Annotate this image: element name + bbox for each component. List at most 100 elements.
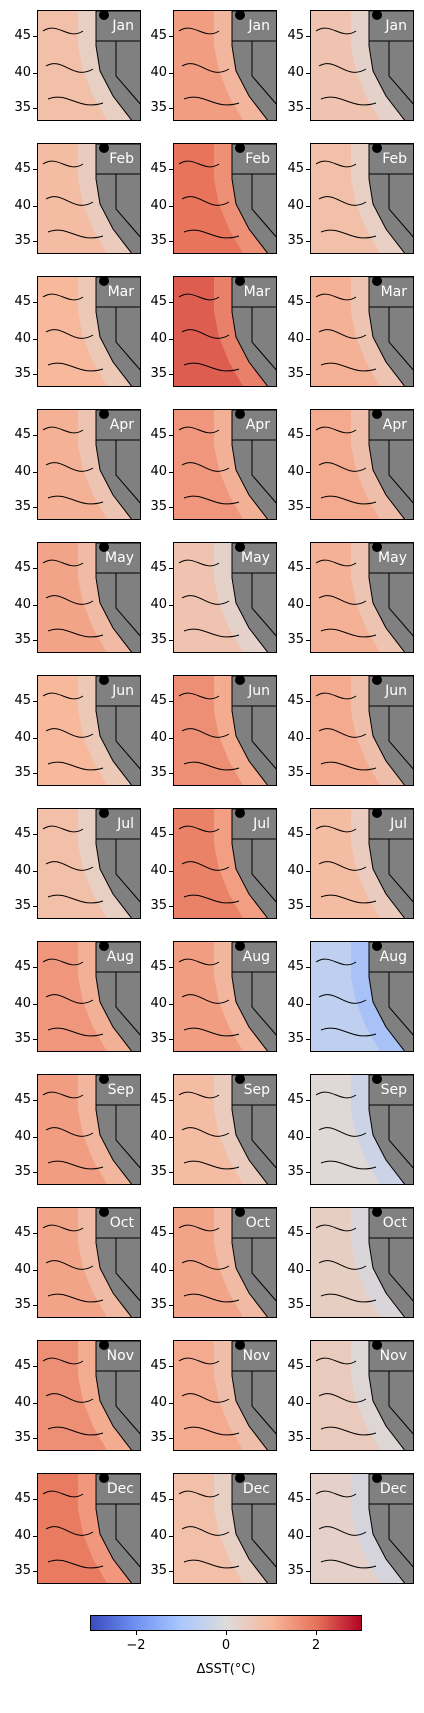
- land-mass: [231, 1075, 276, 1184]
- sst-anomaly-map: Apr: [37, 409, 141, 520]
- month-label: Oct: [382, 1215, 407, 1231]
- latitude-tick-mark: [169, 435, 173, 436]
- latitude-tick-mark: [306, 1366, 310, 1367]
- latitude-tick-label: 35: [287, 632, 304, 647]
- latitude-tick-label: 45: [14, 826, 31, 841]
- state-border: [115, 1371, 140, 1435]
- coastal-band: [78, 676, 132, 785]
- island-marker: [235, 1075, 245, 1084]
- state-border: [251, 1371, 276, 1435]
- contour-line: [178, 27, 220, 35]
- latitude-tick-label: 35: [150, 233, 167, 248]
- latitude-tick-mark: [169, 302, 173, 303]
- latitude-tick-label: 35: [287, 765, 304, 780]
- contour-line: [45, 728, 94, 738]
- land-mass: [368, 1208, 413, 1317]
- latitude-tick-label: 45: [14, 560, 31, 575]
- island-marker: [372, 1208, 382, 1217]
- latitude-tick-mark: [169, 1571, 173, 1572]
- latitude-tick-label: 35: [150, 100, 167, 115]
- latitude-tick-label: 40: [287, 198, 304, 213]
- latitude-tick-mark: [33, 1172, 37, 1173]
- contour-line: [42, 559, 84, 567]
- latitude-tick-label: 35: [287, 1031, 304, 1046]
- contour-line: [315, 293, 357, 301]
- coastal-band: [214, 1341, 268, 1450]
- latitude-tick-mark: [306, 738, 310, 739]
- state-border: [115, 440, 140, 504]
- month-label: Sep: [380, 1082, 407, 1098]
- map-field: [38, 1474, 140, 1583]
- contour-line: [318, 462, 367, 472]
- contour-line: [318, 728, 367, 738]
- latitude-tick-label: 35: [287, 1297, 304, 1312]
- land-mass: [368, 1474, 413, 1583]
- latitude-tick-mark: [306, 1172, 310, 1173]
- state-border: [388, 440, 413, 504]
- latitude-tick-label: 45: [287, 28, 304, 43]
- contour-line: [47, 1027, 104, 1037]
- contour-line: [183, 1426, 240, 1436]
- sst-anomaly-map: Oct: [37, 1207, 141, 1318]
- latitude-tick-mark: [33, 1366, 37, 1367]
- latitude-tick-mark: [169, 773, 173, 774]
- contour-line: [181, 1393, 230, 1403]
- land-mass: [231, 543, 276, 652]
- latitude-tick-mark: [306, 1305, 310, 1306]
- latitude-tick-mark: [306, 701, 310, 702]
- latitude-tick-label: 45: [150, 1225, 167, 1240]
- state-border: [251, 1105, 276, 1169]
- contour-line: [45, 63, 94, 73]
- land-mass: [231, 144, 276, 253]
- latitude-tick-label: 40: [150, 464, 167, 479]
- latitude-tick-label: 45: [14, 1092, 31, 1107]
- latitude-tick-label: 35: [14, 233, 31, 248]
- latitude-tick-mark: [306, 871, 310, 872]
- latitude-tick-mark: [306, 1137, 310, 1138]
- latitude-tick-mark: [306, 967, 310, 968]
- latitude-tick-mark: [306, 169, 310, 170]
- latitude-tick-label: 35: [14, 1563, 31, 1578]
- colorbar-tick-label: 2: [311, 1638, 321, 1653]
- latitude-tick-mark: [306, 834, 310, 835]
- coastal-band: [351, 277, 405, 386]
- latitude-tick-label: 40: [287, 863, 304, 878]
- latitude-tick-mark: [169, 241, 173, 242]
- contour-line: [320, 1426, 377, 1436]
- contour-line: [181, 63, 230, 73]
- state-border: [115, 41, 140, 105]
- latitude-tick-label: 45: [287, 161, 304, 176]
- contour-line: [45, 462, 94, 472]
- coastal-band: [214, 144, 268, 253]
- latitude-tick-mark: [169, 472, 173, 473]
- island-marker: [99, 1075, 109, 1084]
- coastal-band: [214, 410, 268, 519]
- latitude-tick-mark: [33, 1270, 37, 1271]
- map-field: [174, 1474, 276, 1583]
- latitude-tick-label: 40: [150, 65, 167, 80]
- latitude-tick-mark: [169, 738, 173, 739]
- latitude-tick-label: 45: [150, 959, 167, 974]
- latitude-tick-label: 45: [14, 1225, 31, 1240]
- state-border: [388, 839, 413, 903]
- latitude-tick-label: 45: [287, 294, 304, 309]
- sst-anomaly-map: Feb: [173, 143, 277, 254]
- island-marker: [99, 942, 109, 951]
- contour-line: [315, 1490, 357, 1498]
- coastal-band: [78, 410, 132, 519]
- latitude-tick-mark: [306, 472, 310, 473]
- contour-line: [181, 1526, 230, 1536]
- sst-anomaly-map: Feb: [310, 143, 414, 254]
- land-mass: [231, 410, 276, 519]
- contour-line: [183, 495, 240, 505]
- month-label: Nov: [242, 1348, 270, 1364]
- map-field: [174, 277, 276, 386]
- map-field: [311, 543, 413, 652]
- month-label: May: [241, 550, 270, 566]
- sst-anomaly-map: Nov: [37, 1340, 141, 1451]
- latitude-tick-mark: [169, 1438, 173, 1439]
- contour-line: [178, 1490, 220, 1498]
- latitude-tick-label: 45: [287, 959, 304, 974]
- contour-line: [320, 1027, 377, 1037]
- contour-line: [45, 196, 94, 206]
